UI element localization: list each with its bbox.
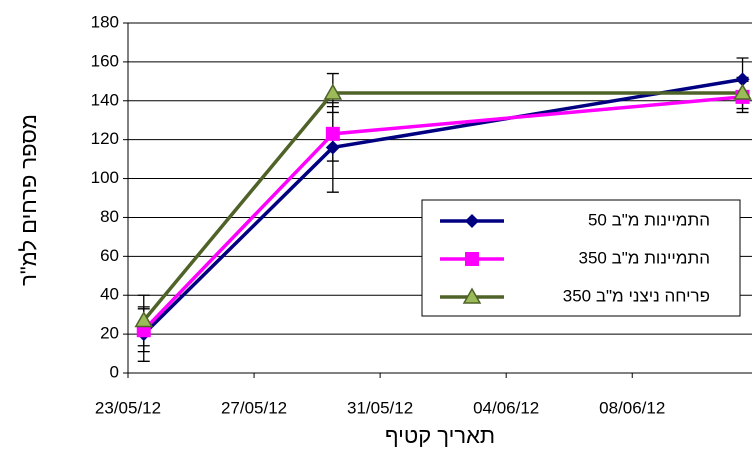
legend-marker [465, 214, 479, 228]
legend-label: התמיינות מ"ב 350 [578, 248, 710, 267]
y-axis-label: מספר פרחים למ"ר [16, 114, 41, 286]
y-tick-label: 40 [100, 285, 119, 304]
legend-label: התמיינות מ"ב 50 [588, 210, 710, 229]
x-axis-label: תאריך קטיף [385, 423, 495, 448]
point [134, 310, 154, 328]
x-tick-label: 31/05/12 [347, 398, 413, 417]
y-tick-label: 0 [110, 362, 119, 381]
y-tick-label: 60 [100, 246, 119, 265]
point [325, 140, 340, 155]
y-tick-label: 140 [91, 90, 119, 109]
y-tick-label: 80 [100, 207, 119, 226]
x-tick-label: 04/06/12 [473, 398, 539, 417]
y-tick-label: 160 [91, 51, 119, 70]
y-tick-label: 100 [91, 168, 119, 187]
point [323, 83, 343, 100]
point [735, 72, 750, 87]
point [733, 83, 752, 100]
y-tick-label: 120 [91, 129, 119, 148]
point [325, 126, 340, 141]
y-tick-label: 180 [91, 12, 119, 31]
x-tick-label: 27/05/12 [221, 398, 287, 417]
legend-label: פריחה ניצני מ"ב 350 [563, 286, 710, 305]
x-tick-label: 23/05/12 [95, 398, 161, 417]
x-tick-label: 08/06/12 [599, 398, 665, 417]
y-tick-label: 20 [100, 324, 119, 343]
legend-marker [462, 287, 482, 304]
legend-marker [465, 252, 479, 266]
